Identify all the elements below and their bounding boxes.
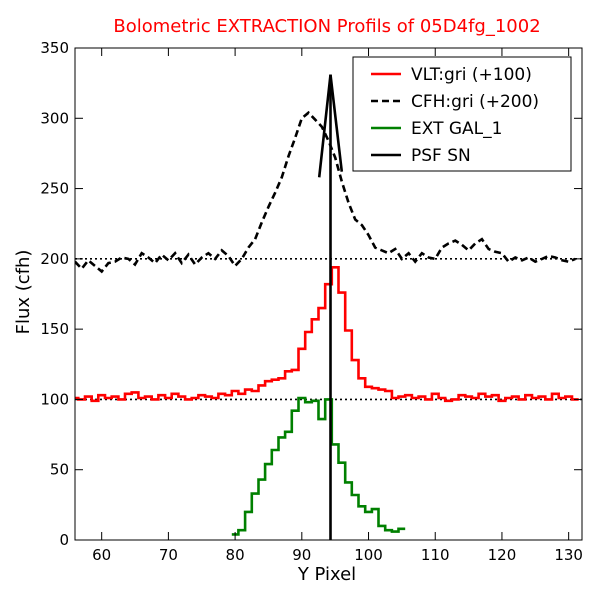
y-axis-label: Flux (cfh) — [13, 250, 34, 335]
x-tick-label: 70 — [159, 546, 178, 564]
y-tick-label: 150 — [40, 320, 69, 338]
plot-area: 60 70 80 90 100 110 120 130 0 50 100 150 200 250 300 35… — [40, 39, 583, 564]
legend-label-2: EXT GAL_1 — [411, 119, 502, 139]
y-tick-label: 200 — [40, 250, 69, 268]
y-tick-label: 250 — [40, 180, 69, 198]
y-tick-label: 50 — [50, 461, 69, 479]
y-tick-label: 300 — [40, 109, 69, 127]
x-tick-label: 100 — [354, 546, 383, 564]
data-layer — [75, 74, 582, 540]
series-line-2 — [231, 396, 406, 536]
legend: VLT:gri (+100) CFH:gri (+200) EXT GAL_1 PSF… — [352, 56, 572, 172]
x-tick-label: 130 — [554, 546, 583, 564]
x-tick-label: 80 — [226, 546, 245, 564]
y-tick-label: 100 — [40, 390, 69, 408]
plot-frame — [74, 47, 583, 541]
legend-box — [352, 56, 572, 172]
y-tick-label: 350 — [40, 39, 69, 57]
x-tick-label: 90 — [292, 546, 311, 564]
x-tick-label: 120 — [488, 546, 517, 564]
x-tick-label: 60 — [92, 546, 111, 564]
legend-label-3: PSF SN — [411, 146, 471, 166]
legend-label-0: VLT:gri (+100) — [411, 65, 532, 85]
legend-label-1: CFH:gri (+200) — [411, 92, 539, 112]
x-axis-label: Y Pixel — [297, 564, 356, 585]
x-tick-label: 110 — [421, 546, 450, 564]
series-line-3 — [317, 74, 344, 178]
series-line-0 — [75, 266, 579, 403]
y-tick-label: 0 — [59, 531, 69, 549]
chart-title: Bolometric EXTRACTION Profils of 05D4fg_… — [113, 16, 540, 37]
